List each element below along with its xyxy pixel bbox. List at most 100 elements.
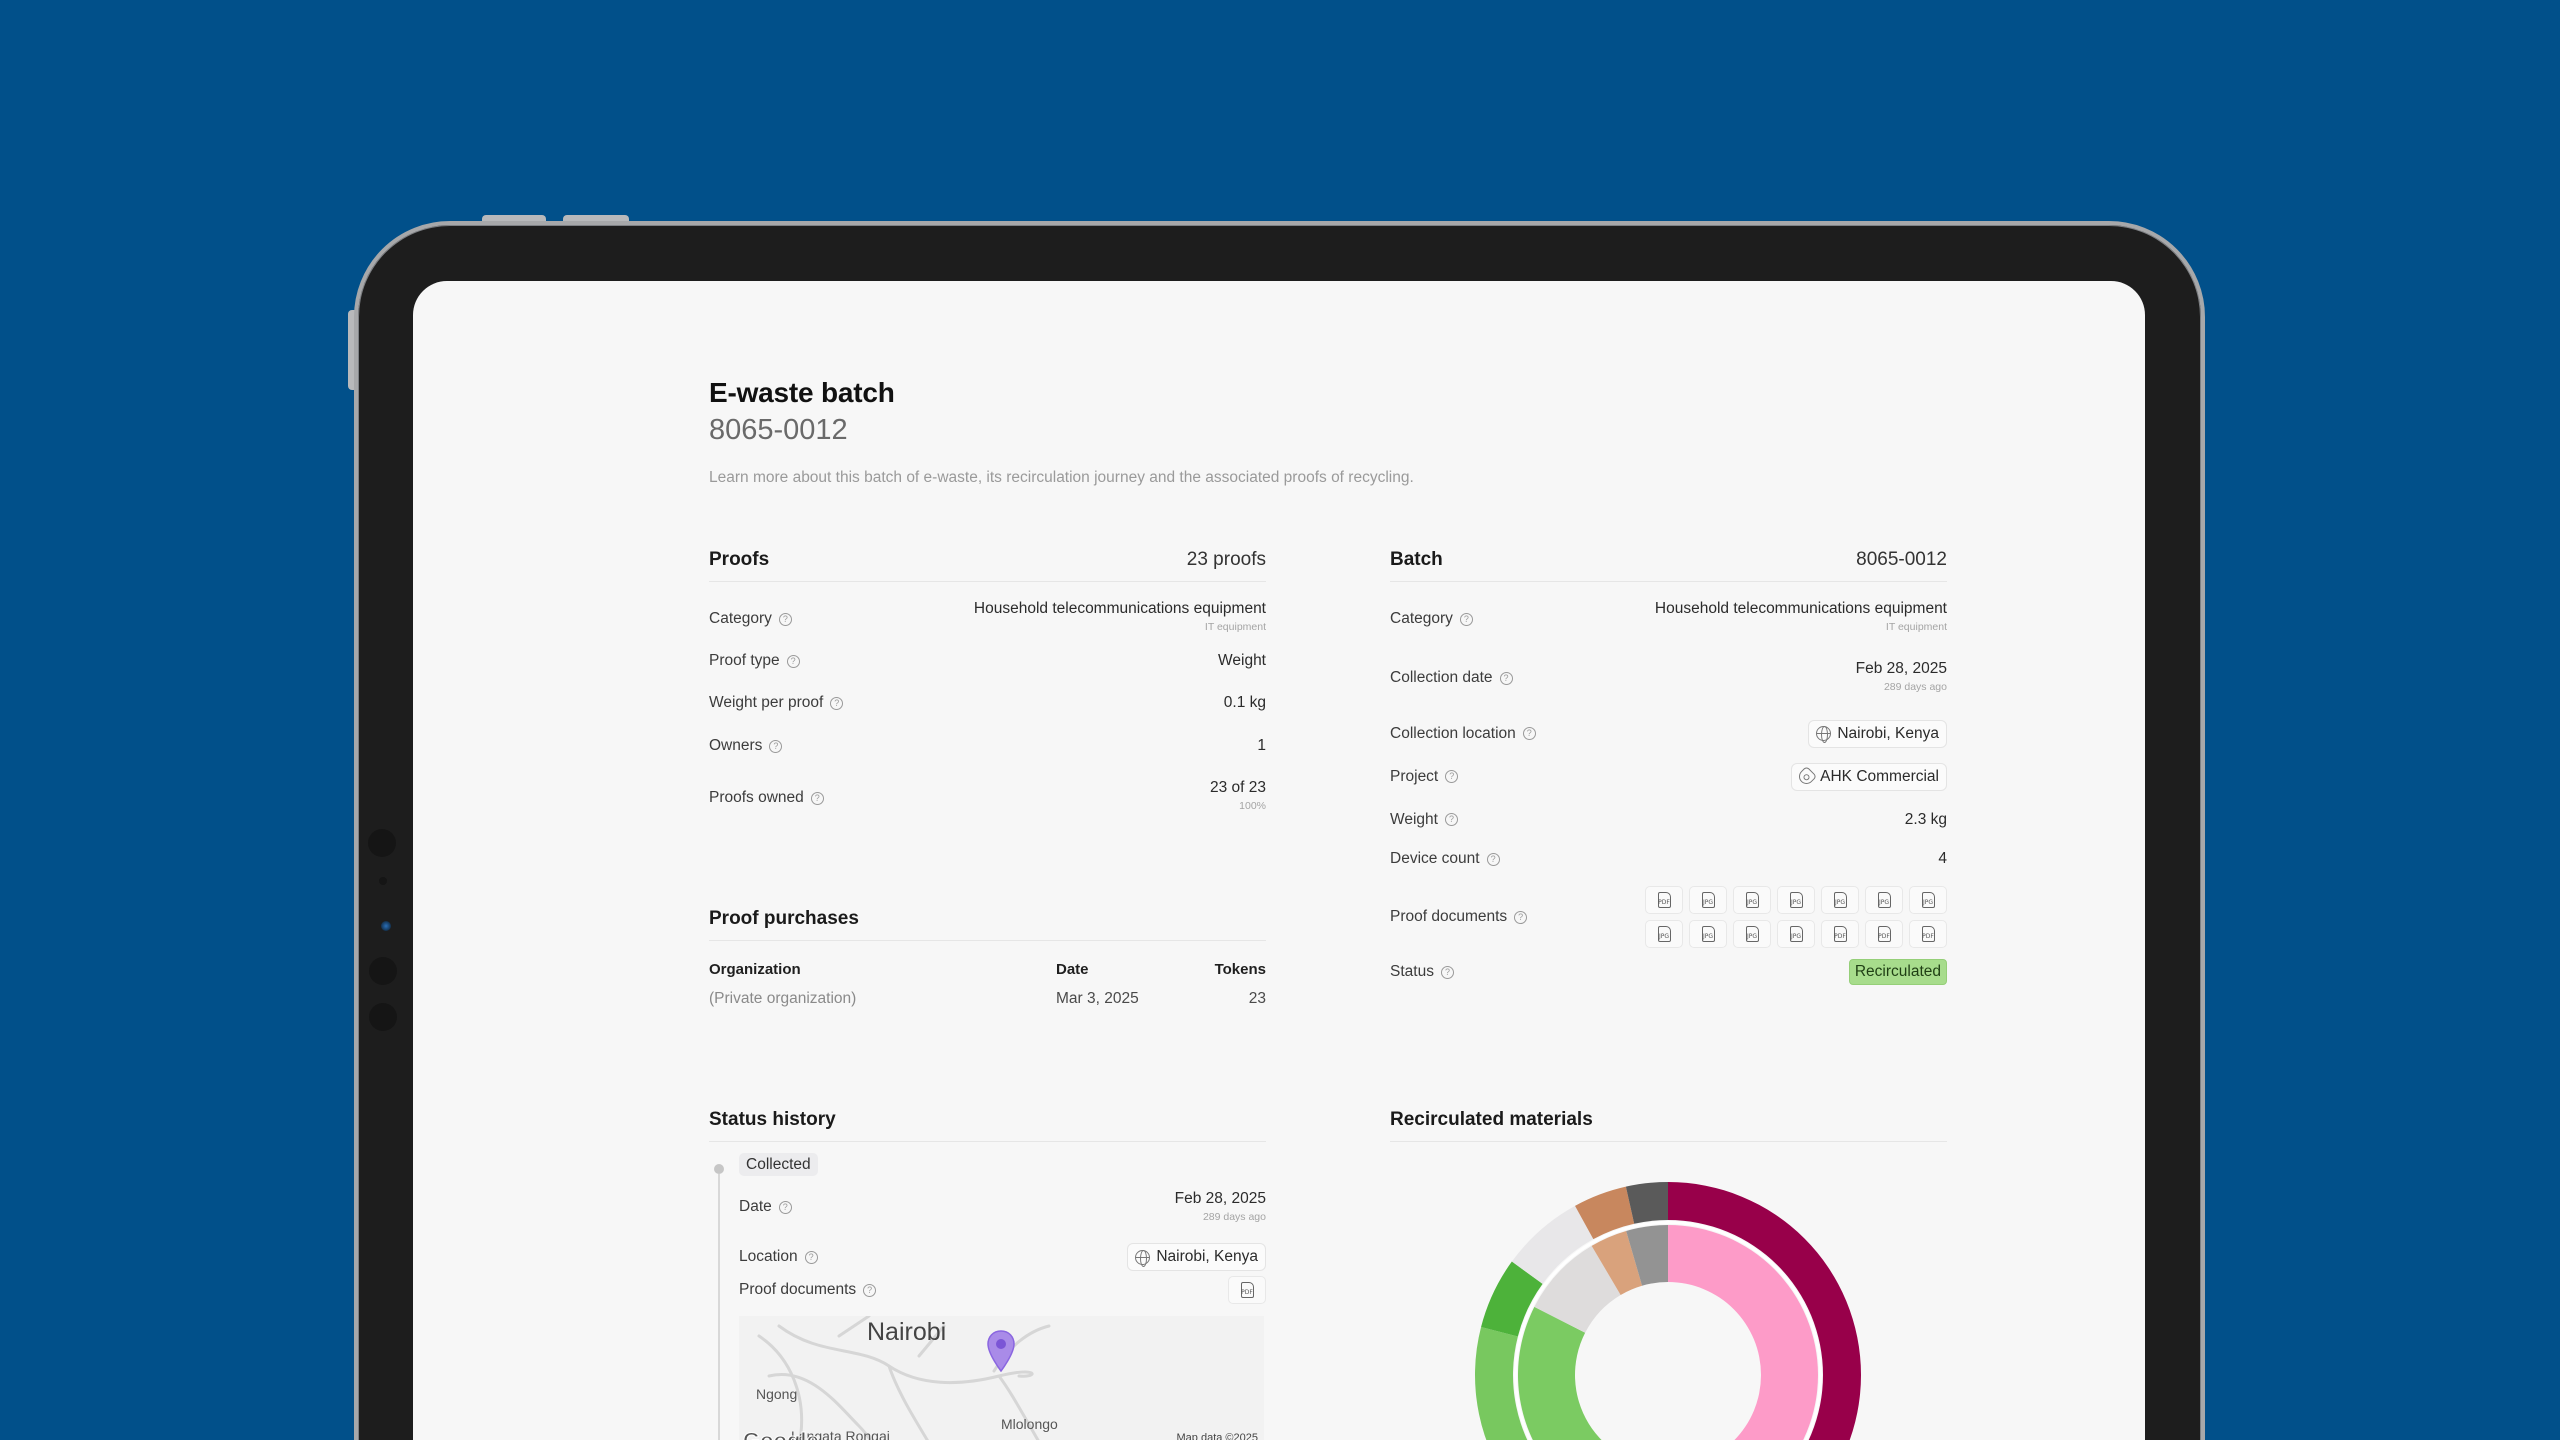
map-pin-icon[interactable]	[986, 1330, 1016, 1372]
timeline: Collected Date? Feb 28, 2025 289 days ago…	[709, 1153, 1266, 1440]
jpg-document-button[interactable]: JPG	[1733, 886, 1771, 914]
jpg-file-icon: JPG	[1701, 892, 1715, 908]
project-icon	[1796, 765, 1818, 788]
help-icon[interactable]: ?	[1444, 813, 1458, 826]
kv-value: Feb 28, 2025	[1174, 1190, 1266, 1207]
map-label-nairobi: Nairobi	[867, 1318, 947, 1346]
google-logo: Google	[743, 1428, 820, 1440]
map-label-rongai: Langata Rongai	[791, 1428, 890, 1440]
kv-label: Proofs owned	[709, 789, 804, 806]
help-icon[interactable]: ?	[1486, 852, 1500, 866]
donut-segment[interactable]	[1575, 1186, 1635, 1240]
proofs-header: Proofs 23 proofs	[709, 548, 1266, 582]
donut-segment[interactable]	[1626, 1225, 1668, 1286]
jpg-document-button[interactable]: JPG	[1777, 920, 1815, 948]
pdf-file-icon: PDF	[1657, 892, 1671, 908]
pdf-document-button[interactable]: PDF	[1821, 920, 1859, 948]
help-icon[interactable]: ?	[1440, 965, 1454, 979]
column-header-organization[interactable]: Organization	[709, 961, 801, 978]
help-icon[interactable]: ?	[786, 654, 800, 668]
pdf-document-button[interactable]: PDF	[1909, 920, 1947, 948]
help-icon[interactable]: ?	[778, 612, 792, 626]
kv-row-proof-documents: Proof documents? PDF	[739, 1274, 1266, 1306]
kv-label: Device count	[1390, 850, 1480, 867]
help-icon[interactable]: ?	[810, 791, 824, 805]
page-title: E-waste batch	[709, 377, 895, 408]
jpg-document-button[interactable]: JPG	[1865, 886, 1903, 914]
timeline-dot	[714, 1164, 724, 1174]
screen: E-waste batch 8065-0012 Learn more about…	[413, 281, 2145, 1440]
jpg-document-button[interactable]: JPG	[1777, 886, 1815, 914]
kv-row-proof-documents: Proof documents? PDF JPG JPG JPG JPG JPG JPG JP…	[1390, 877, 1947, 957]
camera-icon	[381, 921, 391, 931]
pdf-file-icon: PDF	[1240, 1282, 1254, 1298]
donut-segment[interactable]	[1511, 1205, 1594, 1284]
status-badge: Collected	[739, 1153, 818, 1176]
location-pill[interactable]: Nairobi, Kenya	[1127, 1243, 1266, 1271]
jpg-document-button[interactable]: JPG	[1689, 886, 1727, 914]
jpg-file-icon: JPG	[1921, 892, 1935, 908]
donut-segment[interactable]	[1591, 1230, 1643, 1295]
donut-segment[interactable]	[1481, 1261, 1543, 1337]
recirculated-header: Recirculated materials	[1390, 1108, 1947, 1142]
kv-row-date: Date? Feb 28, 2025 289 days ago	[739, 1190, 1266, 1240]
pdf-document-button[interactable]: PDF	[1865, 920, 1903, 948]
help-icon[interactable]: ?	[804, 1250, 818, 1264]
status-badge: Recirculated	[1848, 959, 1947, 985]
pdf-document-button[interactable]: PDF	[1228, 1276, 1266, 1304]
sensor-dot	[379, 877, 387, 885]
donut-segment[interactable]	[1475, 1327, 1668, 1440]
map-label-ngong: Ngong	[756, 1386, 798, 1402]
donut-segment[interactable]	[1668, 1225, 1818, 1440]
kv-value: Household telecommunications equipment	[973, 600, 1266, 617]
pdf-document-button[interactable]: PDF	[1645, 886, 1683, 914]
status-history-header: Status history	[709, 1108, 1266, 1142]
proofs-section: Proofs 23 proofs Category? Household tel…	[709, 548, 1266, 829]
column-header-tokens[interactable]: Tokens	[1214, 961, 1266, 978]
jpg-document-button[interactable]: JPG	[1733, 920, 1771, 948]
donut-segment[interactable]	[1668, 1182, 1861, 1440]
help-icon[interactable]: ?	[778, 1200, 792, 1214]
volume-up-button	[482, 215, 546, 223]
jpg-document-button[interactable]: JPG	[1909, 886, 1947, 914]
kv-label: Location	[739, 1248, 798, 1265]
kv-value: Feb 28, 2025	[1855, 660, 1947, 677]
cell-organization: (Private organization)	[709, 990, 857, 1007]
kv-label: Category	[709, 610, 772, 627]
jpg-file-icon: JPG	[1833, 892, 1847, 908]
volume-down-button	[563, 215, 629, 223]
kv-value: 4	[1938, 850, 1947, 867]
kv-label: Proof documents	[739, 1281, 857, 1298]
purchases-header: Proof purchases	[709, 907, 1266, 941]
jpg-document-button[interactable]: JPG	[1645, 920, 1683, 948]
map[interactable]: Nairobi Ngong Langata Rongai Mlolongo Go…	[739, 1316, 1264, 1440]
column-header-date[interactable]: Date	[1056, 961, 1089, 978]
help-icon[interactable]: ?	[1514, 910, 1528, 924]
help-icon[interactable]: ?	[1522, 727, 1536, 740]
sensor-dot	[369, 1003, 397, 1031]
section-title: Status history	[709, 1109, 836, 1130]
help-icon[interactable]: ?	[769, 739, 783, 753]
location-pill[interactable]: Nairobi, Kenya	[1808, 719, 1947, 748]
jpg-file-icon: JPG	[1745, 892, 1759, 908]
help-icon[interactable]: ?	[1459, 612, 1473, 626]
sensor-dot	[369, 957, 397, 985]
section-title: Proof purchases	[709, 908, 859, 929]
donut-segment[interactable]	[1518, 1306, 1668, 1440]
kv-value: Weight	[1218, 652, 1266, 669]
kv-value: 1	[1257, 737, 1266, 754]
help-icon[interactable]: ?	[1445, 770, 1459, 783]
table-row[interactable]: (Private organization) Mar 3, 2025 23	[709, 990, 1266, 1008]
jpg-document-button[interactable]: JPG	[1689, 920, 1727, 948]
help-icon[interactable]: ?	[1499, 671, 1513, 685]
kv-row-category: Category? Household telecommunications e…	[709, 600, 1266, 652]
timeline-line	[718, 1174, 720, 1440]
donut-segment[interactable]	[1534, 1245, 1621, 1333]
help-icon[interactable]: ?	[830, 696, 844, 710]
pdf-file-icon: PDF	[1877, 926, 1891, 942]
project-pill[interactable]: AHK Commercial	[1791, 762, 1947, 791]
help-icon[interactable]: ?	[863, 1283, 877, 1297]
donut-segment[interactable]	[1625, 1182, 1668, 1224]
jpg-document-button[interactable]: JPG	[1821, 886, 1859, 914]
kv-label: Weight per proof	[709, 694, 824, 711]
